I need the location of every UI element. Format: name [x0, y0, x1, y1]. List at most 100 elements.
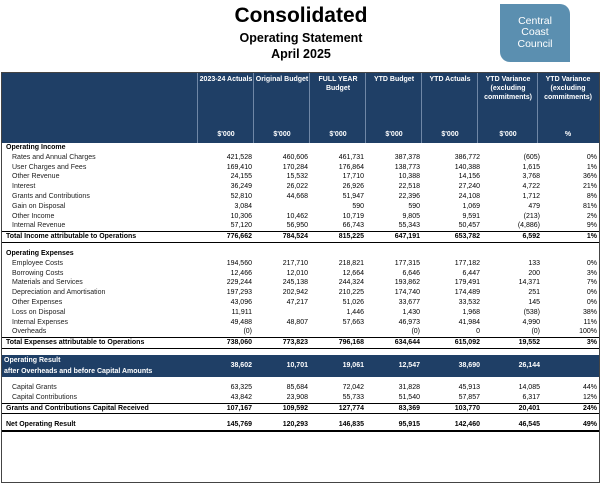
- cell-value: 197,293: [226, 289, 252, 297]
- cell-value: (0): [243, 328, 252, 336]
- row-label-line: Operating Result: [4, 356, 61, 364]
- cell-value: 26,022: [286, 183, 308, 191]
- cell-value: 15,532: [286, 173, 308, 181]
- cell-value: 27,240: [458, 183, 480, 191]
- cell-value: 21%: [582, 183, 597, 191]
- cell-value: (4,886): [517, 222, 540, 230]
- cell-value: 12,010: [286, 269, 308, 277]
- cell-value: 23,908: [286, 393, 308, 401]
- cell-value: 95,915: [366, 420, 422, 433]
- cell-value: [542, 143, 599, 153]
- cell-value: 72,042: [342, 383, 364, 391]
- cell-value: 24%: [542, 402, 599, 415]
- cell-value: 142,460: [422, 420, 482, 433]
- column-unit: $'000: [329, 131, 347, 138]
- cell-value: 66,743: [342, 222, 364, 230]
- cell-value: 41,984: [458, 318, 480, 326]
- cell-value: [310, 249, 366, 259]
- row-label: Operating Result after Overheads and befo…: [2, 354, 198, 377]
- table-row: Capital Grants 63,325 85,684 72,042 31,828 45…: [2, 383, 599, 393]
- cell-value: (0): [411, 328, 420, 336]
- table-row: Other Expenses 43,096 47,217 51,026 33,677 33…: [2, 298, 599, 308]
- table-row: Other Income 10,306 10,462 10,719 9,805 9,591…: [2, 212, 599, 222]
- cell-value: 11%: [583, 318, 598, 326]
- cell-value: 200: [528, 269, 540, 277]
- cell-value: 6,447: [462, 269, 480, 277]
- cell-value: 145,769: [198, 420, 254, 433]
- row-label: Capital Grants: [12, 383, 57, 391]
- table-row: Operating Income: [2, 143, 599, 153]
- table-row: Other Revenue 24,155 15,532 17,710 10,388 14,…: [2, 172, 599, 182]
- cell-value: 784,524: [254, 231, 310, 243]
- cell-value: 45,913: [458, 383, 480, 391]
- cell-value: 177,182: [454, 259, 480, 267]
- column-header: YTD Variance (excluding commitments): [544, 76, 592, 101]
- cell-value: 26,926: [342, 183, 364, 191]
- cell-value: 4,990: [522, 318, 540, 326]
- cell-value: 217,710: [282, 259, 308, 267]
- cell-value: 1,615: [522, 163, 540, 171]
- cell-value: 6,646: [402, 269, 420, 277]
- table-row: Capital Contributions 43,842 23,908 55,733 5…: [2, 393, 599, 403]
- cell-value: 738,060: [198, 337, 254, 349]
- cell-value: [542, 249, 599, 259]
- cell-value: 107,167: [198, 402, 254, 415]
- column-unit: %: [564, 131, 572, 138]
- table-row: Grants and Contributions 52,810 44,668 51,9…: [2, 192, 599, 202]
- cell-value: 49%: [542, 420, 599, 433]
- cell-value: 83,369: [366, 402, 422, 415]
- cell-value: (538): [523, 308, 540, 316]
- cell-value: 46,973: [398, 318, 420, 326]
- table-row: Grants and Contributions Capital Receive…: [2, 402, 599, 415]
- cell-value: 55,343: [398, 222, 420, 230]
- row-label: Total Expenses attributable to Operation…: [2, 337, 198, 349]
- cell-value: 140,388: [454, 163, 480, 171]
- table-row: User Charges and Fees 169,410 170,284 176,8…: [2, 163, 599, 173]
- cell-value: 38,602: [198, 354, 254, 377]
- cell-value: 193,862: [394, 279, 420, 287]
- cell-value: 38%: [582, 308, 597, 316]
- cell-value: 100%: [579, 328, 597, 336]
- cell-value: 19,552: [482, 337, 542, 349]
- cell-value: 647,191: [366, 231, 422, 243]
- table-row: Gain on Disposal 3,084 590 590 1,069 479 81%: [2, 202, 599, 212]
- cell-value: [310, 143, 366, 153]
- row-label: Overheads: [12, 328, 47, 336]
- cell-value: 57,663: [342, 318, 364, 326]
- cell-value: (0): [531, 328, 540, 336]
- cell-value: 0%: [586, 259, 597, 267]
- cell-value: 146,835: [310, 420, 366, 433]
- cell-value: 590: [408, 202, 420, 210]
- cell-value: 51,026: [342, 298, 364, 306]
- row-label: User Charges and Fees: [12, 163, 87, 171]
- cell-value: 3,768: [522, 173, 540, 181]
- cell-value: 2%: [586, 212, 597, 220]
- cell-value: [422, 143, 482, 153]
- table-row: Employee Costs 194,560 217,710 218,821 177,3…: [2, 259, 599, 269]
- cell-value: 1,968: [462, 308, 480, 316]
- cell-value: [310, 327, 366, 337]
- cell-value: [198, 249, 254, 259]
- cell-value: [254, 202, 310, 212]
- cell-value: 48,807: [286, 318, 308, 326]
- cell-value: [542, 354, 599, 377]
- column-unit: $'000: [441, 131, 459, 138]
- cell-value: 386,772: [454, 153, 480, 161]
- cell-value: 387,378: [394, 153, 420, 161]
- row-label: Operating Income: [6, 144, 66, 151]
- report-period: April 2025: [271, 47, 331, 61]
- cell-value: 14,371: [518, 279, 540, 287]
- cell-value: 1,430: [402, 308, 420, 316]
- cell-value: 33,677: [398, 298, 420, 306]
- cell-value: 44%: [582, 383, 597, 391]
- cell-value: 245,138: [282, 279, 308, 287]
- cell-value: 461,731: [338, 153, 364, 161]
- cell-value: 63,325: [230, 383, 252, 391]
- cell-value: 3%: [586, 269, 597, 277]
- cell-value: 179,491: [454, 279, 480, 287]
- column-header: YTD Actuals: [429, 76, 471, 83]
- logo-line: Council: [517, 37, 553, 50]
- cell-value: 12,466: [230, 269, 252, 277]
- row-label: Interest: [12, 183, 36, 191]
- cell-value: 615,092: [422, 337, 482, 349]
